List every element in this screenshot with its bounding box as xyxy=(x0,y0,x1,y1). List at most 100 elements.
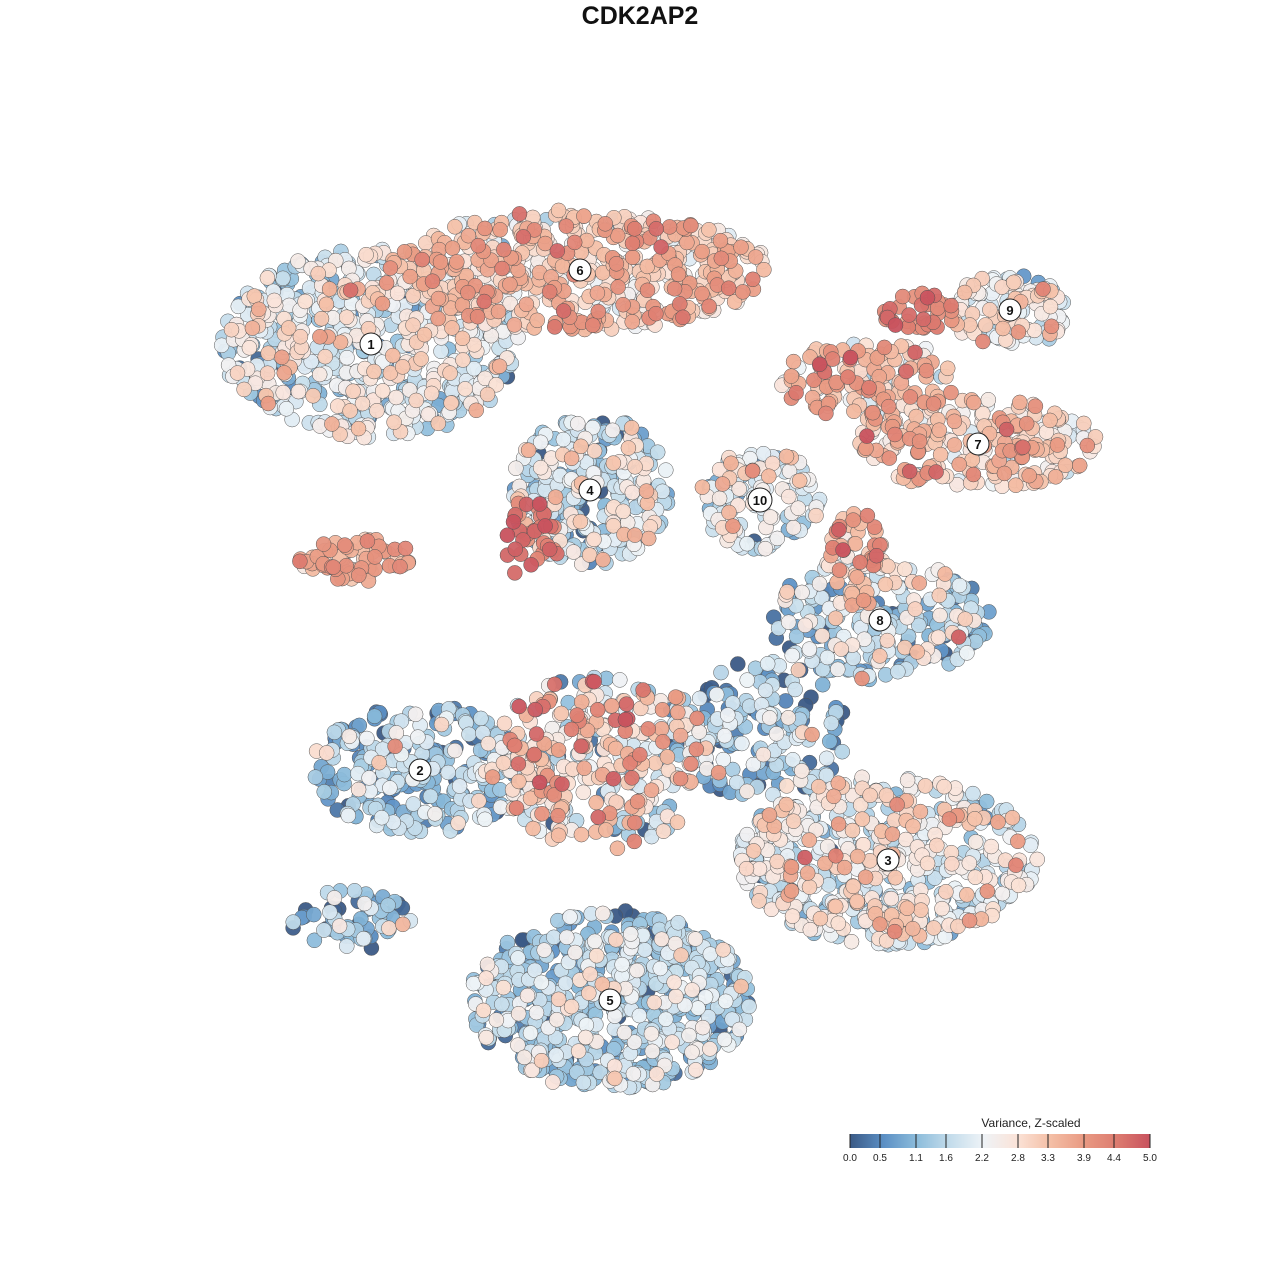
cell-point xyxy=(508,800,525,816)
cell-point xyxy=(907,601,923,617)
cell-point xyxy=(702,1041,718,1057)
cell-point xyxy=(761,710,778,726)
cell-point xyxy=(670,915,686,931)
cell-point xyxy=(965,466,982,483)
cell-point xyxy=(1049,437,1066,453)
cell-point xyxy=(610,279,626,295)
cell-point xyxy=(587,933,603,950)
cell-point xyxy=(672,296,688,312)
cell-point xyxy=(490,303,507,320)
cell-point xyxy=(639,282,656,299)
cell-point xyxy=(710,764,727,781)
cell-point xyxy=(528,1004,545,1021)
cell-point xyxy=(655,823,672,839)
cell-point xyxy=(624,770,640,786)
cell-point xyxy=(818,405,834,422)
cluster-label-6: 6 xyxy=(568,258,592,282)
cell-point xyxy=(450,815,466,831)
cell-point xyxy=(667,689,684,705)
cell-point xyxy=(1057,457,1074,473)
cluster-label-10: 10 xyxy=(747,487,773,513)
cell-point xyxy=(859,507,876,524)
cell-point xyxy=(380,897,396,913)
cell-point xyxy=(251,301,267,318)
cell-point xyxy=(812,910,829,927)
cell-point xyxy=(366,708,383,724)
cell-point xyxy=(689,710,705,727)
cell-point xyxy=(565,544,582,560)
cell-point xyxy=(416,326,433,343)
cell-point xyxy=(640,530,657,547)
cell-point xyxy=(1010,833,1026,850)
cell-point xyxy=(440,764,456,781)
cell-point xyxy=(788,384,804,401)
cell-point xyxy=(563,450,580,467)
cell-point xyxy=(929,837,945,854)
cell-point xyxy=(275,270,291,287)
cell-point xyxy=(831,562,848,578)
cell-point xyxy=(831,522,847,538)
cell-point xyxy=(223,321,240,338)
cell-point xyxy=(430,310,446,327)
cell-point xyxy=(351,567,367,584)
cell-point xyxy=(983,838,999,855)
cell-point xyxy=(712,232,729,249)
cell-point xyxy=(290,253,306,269)
cell-point xyxy=(554,776,570,792)
cell-point xyxy=(681,1027,697,1044)
cell-point xyxy=(833,641,849,657)
cell-point xyxy=(845,650,862,666)
cell-point xyxy=(388,389,404,406)
cell-point xyxy=(531,496,548,512)
cell-point xyxy=(338,558,354,574)
cell-point xyxy=(361,770,377,786)
cell-point xyxy=(783,859,800,875)
cell-point xyxy=(382,780,398,796)
cell-point xyxy=(541,541,558,558)
cell-point xyxy=(769,853,785,870)
cell-point xyxy=(840,369,856,385)
cell-point xyxy=(951,577,968,594)
cell-point xyxy=(849,569,865,585)
colorbar-tick-label: 3.3 xyxy=(1041,1153,1055,1164)
cluster-label-text: 4 xyxy=(586,483,594,498)
cell-point xyxy=(507,541,524,557)
cell-point xyxy=(967,834,984,850)
cell-point xyxy=(527,701,543,718)
cell-point xyxy=(511,698,527,715)
cell-point xyxy=(797,849,813,866)
cell-point xyxy=(846,403,862,420)
cell-point xyxy=(898,363,914,380)
cell-point xyxy=(915,311,932,328)
cell-point xyxy=(629,793,646,810)
cell-point xyxy=(311,366,328,383)
cell-point xyxy=(1021,467,1037,484)
cell-point xyxy=(937,566,953,582)
cell-point xyxy=(646,994,663,1011)
cell-point xyxy=(950,629,967,645)
cell-point xyxy=(649,1066,665,1082)
cell-point xyxy=(761,468,777,484)
cell-point xyxy=(966,394,982,411)
cell-point xyxy=(884,826,901,842)
cell-point xyxy=(444,320,460,336)
cell-point xyxy=(586,443,603,459)
colorbar-tick-label: 0.5 xyxy=(873,1153,887,1164)
cell-point xyxy=(626,833,643,850)
cell-point xyxy=(505,514,522,530)
cell-point xyxy=(305,388,321,404)
cell-point xyxy=(785,353,802,370)
cell-point xyxy=(511,773,527,790)
cell-point xyxy=(447,219,463,235)
cell-point xyxy=(708,686,725,703)
cell-point xyxy=(643,782,660,798)
cell-point xyxy=(868,547,885,564)
cell-point xyxy=(887,869,904,886)
cell-point xyxy=(849,848,866,865)
cell-point xyxy=(931,422,948,438)
cell-point xyxy=(739,783,755,800)
cell-point xyxy=(757,540,774,557)
cell-point xyxy=(899,900,915,916)
cell-point xyxy=(627,527,643,543)
cell-point xyxy=(605,771,622,787)
